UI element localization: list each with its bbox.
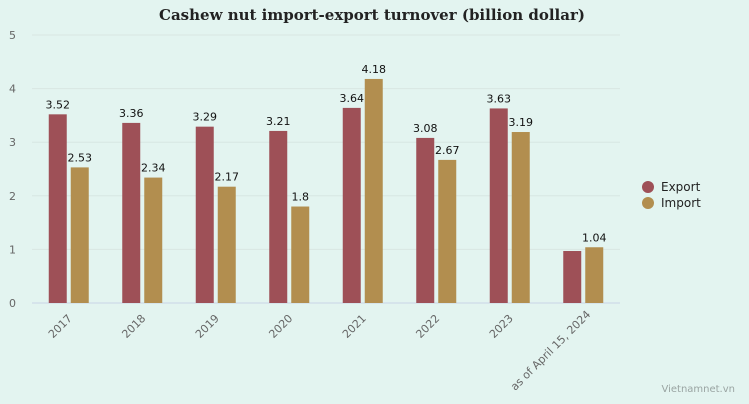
x-tick-label: 2018 <box>119 312 148 341</box>
y-axis: 0 1 2 3 4 5 <box>9 29 16 310</box>
x-tick-label: 2021 <box>340 312 369 341</box>
data-label-export: 3.64 <box>340 92 365 105</box>
bar-import-1[interactable] <box>70 167 89 303</box>
data-label-import: 2.17 <box>215 171 240 184</box>
data-label-import: 1.8 <box>292 191 310 204</box>
bar-import-4[interactable] <box>291 206 310 303</box>
bar-export-7[interactable] <box>489 108 508 303</box>
x-tick-label: 2023 <box>487 312 516 341</box>
bar-import-8[interactable] <box>585 247 604 303</box>
data-label-import: 2.67 <box>435 144 460 157</box>
chart-title: Cashew nut import-export turnover (billi… <box>159 6 585 24</box>
data-label-export: 3.63 <box>487 92 512 105</box>
legend-label-export[interactable]: Export <box>661 180 701 194</box>
data-label-import: 3.19 <box>509 116 534 129</box>
bar-import-2[interactable] <box>144 177 163 303</box>
data-label-export: 3.29 <box>193 111 218 124</box>
y-tick-label: 0 <box>9 297 16 310</box>
credit-text: Vietnamnet.vn <box>661 384 735 395</box>
bars <box>48 78 604 304</box>
y-tick-label: 2 <box>9 190 16 203</box>
bar-import-6[interactable] <box>438 159 457 303</box>
data-labels: 3.52 2.53 3.36 2.34 3.29 2.17 3.21 1.8 3.64 4.18 3… <box>46 63 607 244</box>
x-tick-label: 2022 <box>413 312 442 341</box>
gridlines <box>32 34 620 304</box>
bar-export-3[interactable] <box>195 126 214 303</box>
legend-marker-export[interactable] <box>642 181 654 193</box>
bar-export-8[interactable] <box>563 251 582 303</box>
y-tick-label: 4 <box>9 83 16 96</box>
data-label-import: 4.18 <box>362 63 387 76</box>
data-label-export: 3.36 <box>119 107 144 120</box>
bar-export-6[interactable] <box>416 137 435 303</box>
data-label-import: 2.34 <box>141 162 166 175</box>
x-tick-label: 2017 <box>46 312 75 341</box>
y-tick-label: 3 <box>9 136 16 149</box>
data-label-export: 3.52 <box>46 98 71 111</box>
bar-import-7[interactable] <box>511 132 530 303</box>
bar-import-5[interactable] <box>364 78 383 304</box>
x-tick-label: 2020 <box>266 312 295 341</box>
y-tick-label: 5 <box>9 29 16 42</box>
x-tick-label: as of April 15, 2024 <box>508 308 593 393</box>
legend-marker-import[interactable] <box>642 197 654 209</box>
bar-export-5[interactable] <box>342 107 361 304</box>
data-label-export: 3.08 <box>413 122 438 135</box>
legend[interactable]: Export Import <box>642 180 701 210</box>
x-tick-label: 2019 <box>193 312 222 341</box>
bar-import-3[interactable] <box>217 186 236 303</box>
legend-label-import[interactable]: Import <box>661 196 701 210</box>
bar-export-2[interactable] <box>122 122 141 304</box>
bar-export-1[interactable] <box>48 114 67 303</box>
data-label-import: 2.53 <box>68 151 93 164</box>
y-tick-label: 1 <box>9 243 16 256</box>
data-label-import: 1.04 <box>582 231 607 244</box>
bar-export-4[interactable] <box>269 130 288 303</box>
data-label-export: 3.21 <box>266 115 291 128</box>
